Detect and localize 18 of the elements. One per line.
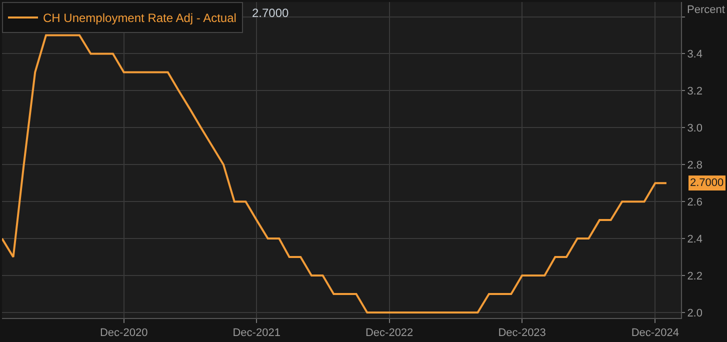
- y-axis-title: Percent: [687, 4, 725, 16]
- x-tick-label: Dec-2024: [631, 327, 680, 340]
- line-series: [2, 34, 668, 314]
- x-tick-label: Dec-2021: [232, 327, 280, 340]
- y-tick-label: 2.8: [687, 159, 702, 172]
- legend-label: CH Unemployment Rate Adj - Actual: [43, 11, 236, 26]
- y-tick-label: 2.2: [687, 270, 702, 282]
- y-tick-label: 3.4: [687, 48, 702, 61]
- x-tick-label: Dec-2022: [365, 327, 414, 340]
- annotation: 2.7000: [690, 177, 724, 189]
- y-tick-label: 2.4: [687, 233, 702, 246]
- y-tick-label: 3.2: [687, 86, 702, 98]
- y-tick-label: 3.0: [687, 122, 702, 135]
- x-tick-label: Dec-2023: [498, 327, 546, 340]
- y-tick-label: 2.6: [687, 196, 702, 208]
- x-tick-label: Dec-2020: [100, 327, 148, 340]
- annotation: 2.7000: [252, 6, 290, 20]
- y-tick-label: 2.0: [687, 307, 702, 320]
